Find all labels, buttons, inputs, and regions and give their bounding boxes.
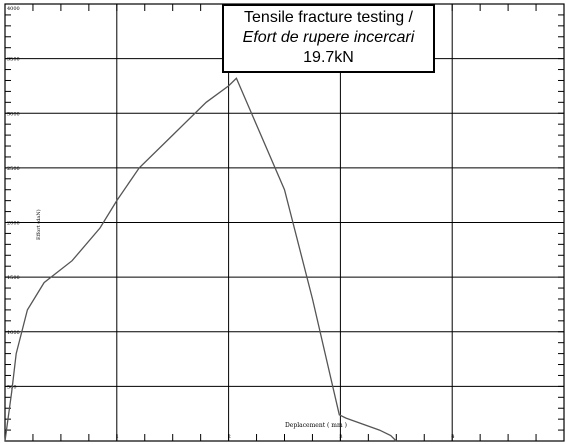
y-tick-label: 2500 [7,166,20,172]
series [4,77,397,442]
x-tick-label: 1 [116,434,119,440]
y-tick-label: 1500 [7,275,20,281]
grid [5,4,564,441]
x-tick-label: 3 [339,434,342,440]
y-tick-label: 3000 [7,111,20,117]
annotation-line-1: Tensile fracture testing / [244,9,413,26]
y-axis-label: Effort (daN) [35,209,42,240]
x-axis-label: Deplacement ( mm ) [285,422,347,429]
y-tick-label: 4000 [7,6,20,12]
x-tick-label: 2 [228,434,231,440]
annotation-box: Tensile fracture testing / Efort de rupe… [222,4,435,73]
annotation-line-3: 19.7kN [303,49,354,66]
x-tick-label: 4 [451,434,454,440]
y-tick-label: 2000 [7,221,20,227]
series-line [4,77,397,442]
y-tick-label: 3500 [7,57,20,63]
annotation-line-2: Efort de rupere incercari [242,29,415,46]
y-tick-label: 1000 [7,330,20,336]
